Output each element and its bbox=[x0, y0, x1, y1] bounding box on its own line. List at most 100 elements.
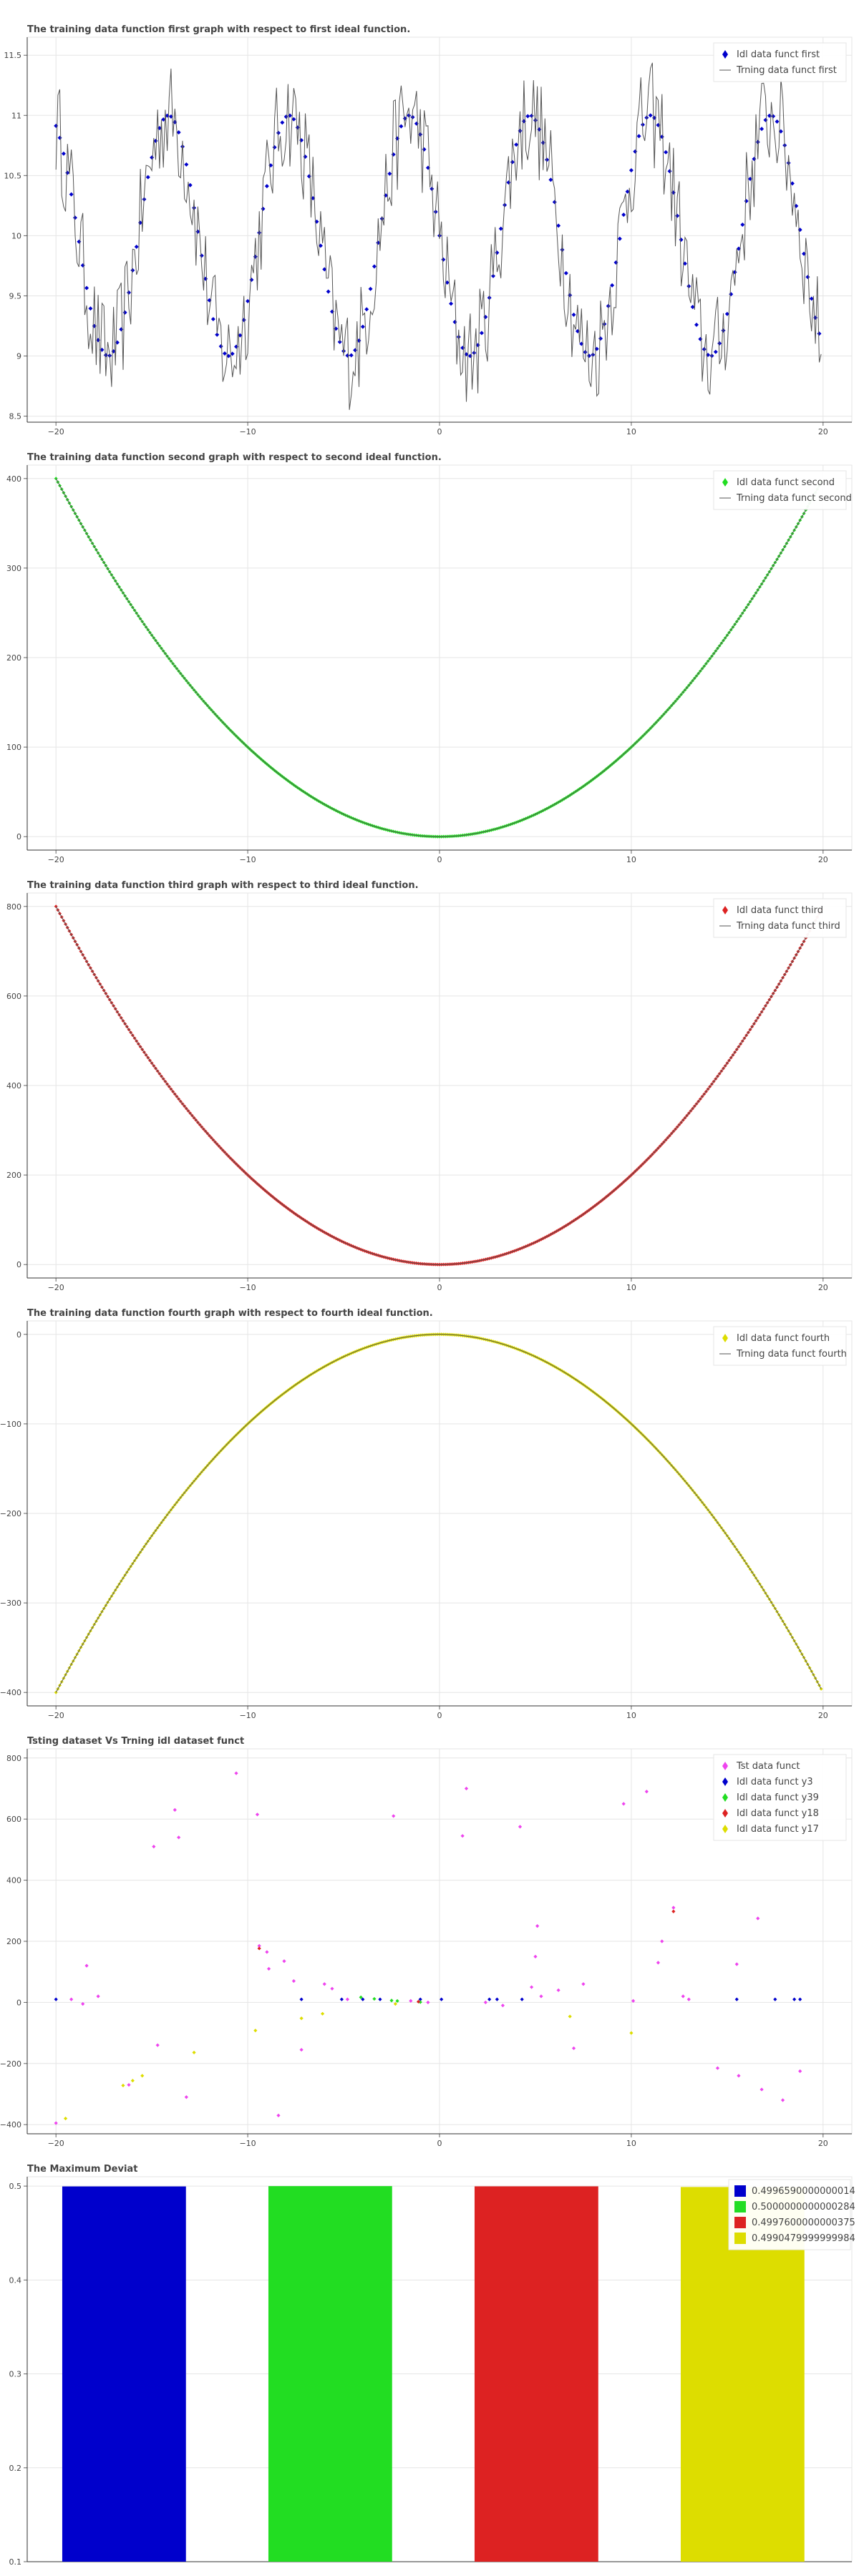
data-point bbox=[339, 1997, 344, 2001]
data-point bbox=[134, 244, 139, 249]
legend-label: Trning data funct fourth bbox=[736, 1349, 847, 1360]
data-point bbox=[230, 351, 235, 356]
data-point bbox=[84, 1963, 89, 1968]
data-point bbox=[510, 160, 515, 165]
data-point bbox=[272, 145, 277, 150]
x-tick-label: −20 bbox=[48, 1711, 64, 1720]
data-point bbox=[238, 333, 243, 338]
legend-box bbox=[713, 898, 847, 938]
data-point bbox=[613, 260, 618, 265]
data-point bbox=[583, 350, 588, 355]
data-point bbox=[210, 317, 215, 322]
y-tick-label: 300 bbox=[6, 564, 21, 573]
data-point bbox=[721, 328, 726, 333]
legend-label: 0.5000000000000284 bbox=[752, 2202, 855, 2212]
series-markers bbox=[54, 1771, 802, 2125]
data-point bbox=[416, 1999, 421, 2004]
x-tick-label: 0 bbox=[437, 855, 442, 864]
data-point bbox=[253, 254, 258, 259]
legend-label: 0.4990479999999984 bbox=[752, 2233, 855, 2244]
data-point bbox=[391, 152, 396, 157]
legend-swatch bbox=[722, 478, 728, 487]
data-point bbox=[715, 2066, 720, 2070]
data-point bbox=[361, 1997, 365, 2001]
data-point bbox=[773, 1997, 777, 2001]
x-tick-label: −10 bbox=[239, 855, 256, 864]
data-point bbox=[389, 1999, 394, 2003]
data-point bbox=[664, 150, 669, 155]
data-point bbox=[372, 1996, 377, 2001]
y-tick-label: 600 bbox=[6, 992, 21, 1001]
data-point bbox=[819, 1687, 823, 1691]
legend-box bbox=[713, 42, 847, 82]
legend-box bbox=[713, 1754, 847, 1841]
data-point bbox=[483, 2000, 487, 2004]
data-point bbox=[399, 124, 404, 129]
data-point bbox=[299, 2047, 304, 2052]
data-point bbox=[775, 119, 780, 124]
data-point bbox=[506, 180, 511, 185]
data-point bbox=[467, 353, 472, 358]
data-point bbox=[563, 270, 568, 275]
data-point bbox=[150, 155, 155, 160]
legend-swatch bbox=[734, 2217, 746, 2228]
data-point bbox=[734, 1997, 739, 2001]
data-point bbox=[130, 268, 135, 273]
data-point bbox=[545, 157, 550, 162]
data-point bbox=[713, 349, 718, 354]
data-point bbox=[57, 135, 62, 140]
data-point bbox=[487, 1997, 492, 2001]
data-point bbox=[698, 336, 703, 341]
data-point bbox=[460, 346, 465, 351]
data-point bbox=[679, 238, 684, 243]
legend-swatch bbox=[722, 1793, 728, 1802]
data-point bbox=[625, 189, 630, 194]
x-tick-label: 10 bbox=[626, 1711, 636, 1720]
x-tick-label: 20 bbox=[818, 2139, 828, 2148]
data-point bbox=[667, 169, 672, 174]
data-point bbox=[257, 1943, 261, 1948]
data-point bbox=[518, 1825, 523, 1829]
x-tick-label: 20 bbox=[818, 855, 828, 864]
legend-swatch bbox=[722, 1762, 728, 1770]
y-tick-label: 8.5 bbox=[9, 412, 22, 421]
data-point bbox=[326, 289, 331, 294]
x-tick-label: −20 bbox=[48, 427, 64, 436]
chart-title: Tsting dataset Vs Trning idl dataset fun… bbox=[27, 1736, 245, 1747]
chart-panel-6: The Maximum Deviat 0.1 0.2 0.3 0.4 0.5 0.4996… bbox=[0, 2164, 859, 2576]
x-tick-label: 10 bbox=[626, 855, 636, 864]
data-point bbox=[353, 348, 358, 353]
y-tick-label: 11 bbox=[11, 111, 21, 120]
data-point bbox=[349, 353, 354, 358]
legend-swatch bbox=[734, 2185, 746, 2197]
data-point bbox=[809, 296, 814, 301]
data-point bbox=[483, 314, 488, 319]
data-point bbox=[617, 236, 622, 241]
data-point bbox=[246, 298, 251, 303]
data-point bbox=[261, 206, 266, 211]
data-point bbox=[345, 353, 350, 358]
legend-label: Tst data funct bbox=[736, 1761, 800, 1772]
data-point bbox=[152, 1845, 156, 1849]
chart-panel-5: Tsting dataset Vs Trning idl dataset fun… bbox=[0, 1736, 859, 2148]
data-point bbox=[514, 142, 519, 147]
data-point bbox=[226, 353, 231, 358]
data-point bbox=[759, 2087, 764, 2092]
data-point bbox=[88, 306, 93, 311]
data-point bbox=[552, 200, 557, 205]
data-point bbox=[771, 114, 776, 119]
x-tick-label: 0 bbox=[437, 1283, 442, 1292]
legend-label: Idl data funct y18 bbox=[737, 1808, 819, 1819]
data-point bbox=[276, 130, 281, 135]
data-point bbox=[763, 117, 768, 122]
data-point bbox=[660, 1939, 664, 1943]
y-tick-label: 0 bbox=[16, 1260, 21, 1269]
data-point bbox=[322, 267, 327, 272]
y-tick-label: −200 bbox=[0, 2059, 21, 2069]
data-point bbox=[299, 2016, 304, 2021]
data-point bbox=[54, 904, 58, 909]
x-tick-label: 20 bbox=[818, 1283, 828, 1292]
series-markers bbox=[257, 1909, 676, 2004]
data-point bbox=[610, 283, 615, 288]
